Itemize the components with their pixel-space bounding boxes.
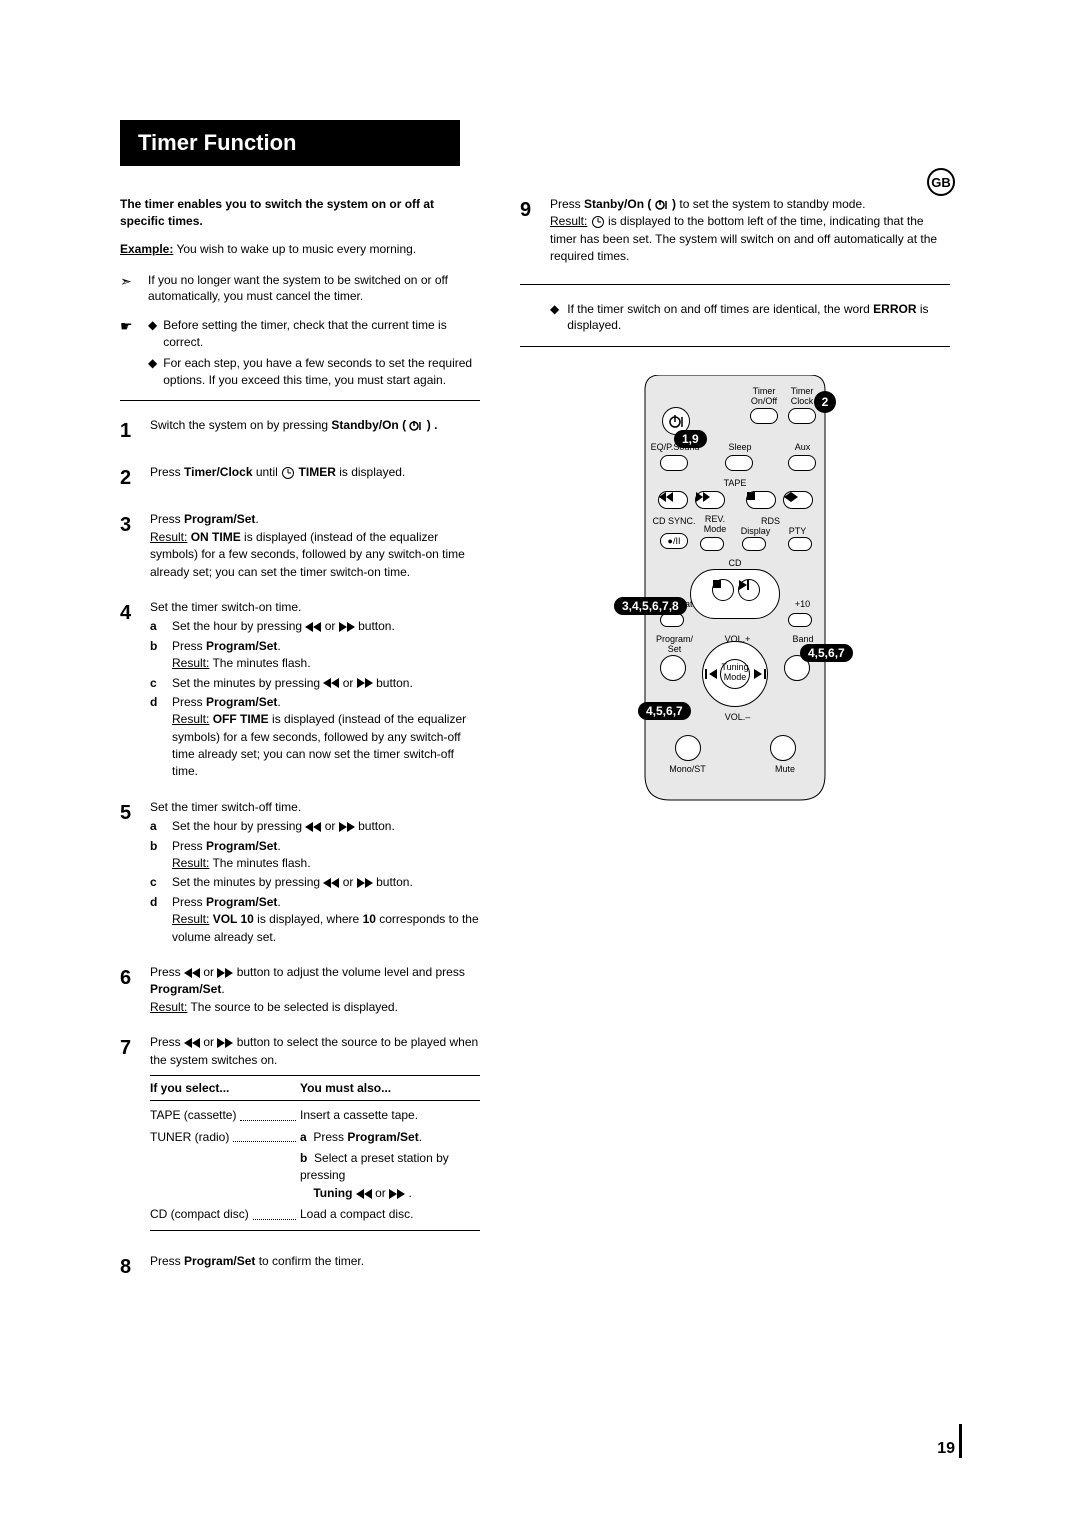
right-column: 9 Press Stanby/On ( ) to set the system … bbox=[520, 196, 950, 1300]
prev-icon bbox=[323, 878, 339, 888]
prev-icon bbox=[305, 822, 321, 832]
next-icon bbox=[357, 678, 373, 688]
source-table: If you select...You must also... TAPE (c… bbox=[150, 1075, 480, 1231]
page-side-line bbox=[959, 1424, 962, 1458]
next-icon bbox=[339, 622, 355, 632]
remote-diagram: TimerOn/Off TimerClock EQ/P.Sound Sleep … bbox=[620, 375, 850, 805]
note-before: ☛ ◆Before setting the timer, check that … bbox=[120, 317, 480, 388]
power-icon bbox=[409, 420, 423, 432]
next-icon bbox=[217, 968, 233, 978]
callout-left-4567: 4,5,6,7 bbox=[638, 702, 691, 720]
next-icon bbox=[389, 1189, 405, 1199]
callout-2: 2 bbox=[814, 391, 836, 413]
step-3: 3 Press Program/Set. Result: ON TIME is … bbox=[120, 511, 480, 581]
step-9: 9 Press Stanby/On ( ) to set the system … bbox=[520, 196, 950, 266]
step-5: 5 Set the timer switch-off time. aSet th… bbox=[120, 799, 480, 946]
example-text: Example: You wish to wake up to music ev… bbox=[120, 242, 480, 256]
step-6: 6 Press or button to adjust the volume l… bbox=[120, 964, 480, 1016]
step-1: 1 Switch the system on by pressing Stand… bbox=[120, 417, 480, 446]
prev-icon bbox=[305, 622, 321, 632]
callout-3-8: 3,4,5,6,7,8 bbox=[614, 597, 687, 615]
tune-left-icon bbox=[705, 669, 717, 679]
page-title: Timer Function bbox=[120, 120, 460, 166]
note-cancel: ➣ If you no longer want the system to be… bbox=[120, 272, 480, 306]
hand-icon: ☛ bbox=[120, 317, 140, 388]
step-7: 7 Press or button to select the source t… bbox=[120, 1034, 480, 1235]
step-2: 2 Press Timer/Clock until TIMER is displ… bbox=[120, 464, 480, 493]
prev-icon bbox=[323, 678, 339, 688]
note-error: ◆ If the timer switch on and off times a… bbox=[550, 301, 950, 335]
intro-text: The timer enables you to switch the syst… bbox=[120, 196, 480, 230]
tune-right-icon bbox=[754, 669, 766, 679]
callout-1-9: 1,9 bbox=[674, 430, 707, 448]
prev-icon bbox=[184, 968, 200, 978]
power-icon bbox=[655, 199, 669, 211]
callout-right-4567: 4,5,6,7 bbox=[800, 644, 853, 662]
next-icon bbox=[339, 822, 355, 832]
prev-icon bbox=[184, 1038, 200, 1048]
next-icon bbox=[357, 878, 373, 888]
arrow-icon: ➣ bbox=[120, 272, 140, 306]
left-column: The timer enables you to switch the syst… bbox=[120, 196, 480, 1300]
clock-icon bbox=[281, 466, 295, 480]
next-icon bbox=[217, 1038, 233, 1048]
step-4: 4 Set the timer switch-on time. aSet the… bbox=[120, 599, 480, 781]
language-badge: GB bbox=[927, 168, 955, 196]
prev-icon bbox=[356, 1189, 372, 1199]
step-8: 8 Press Program/Set to confirm the timer… bbox=[120, 1253, 480, 1282]
clock-icon bbox=[591, 215, 605, 229]
page-number: 19 bbox=[937, 1440, 955, 1458]
